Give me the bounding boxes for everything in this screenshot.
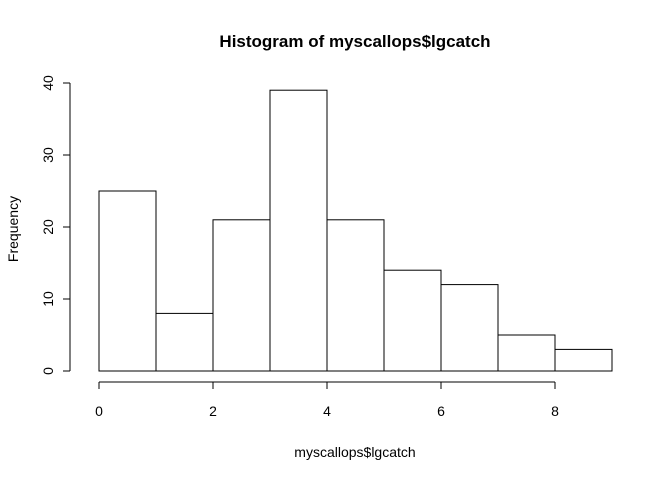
histogram-bar <box>155 312 214 372</box>
histogram-bar <box>440 284 499 372</box>
y-axis: 0 10 20 30 40 <box>40 75 71 375</box>
x-tick-label: 6 <box>437 403 445 419</box>
x-tick-label: 2 <box>209 403 217 419</box>
y-tick-label: 10 <box>40 291 56 307</box>
x-axis: 0 2 4 6 8 <box>95 381 559 419</box>
y-tick-label: 20 <box>40 219 56 235</box>
histogram-bar <box>269 89 328 372</box>
x-tick-label: 0 <box>95 403 103 419</box>
chart-title: Histogram of myscallops$lgcatch <box>219 32 490 51</box>
x-tick-label: 8 <box>551 403 559 419</box>
x-tick-label: 4 <box>323 403 331 419</box>
histogram-bar <box>326 219 385 372</box>
y-tick-label: 0 <box>40 367 56 375</box>
bars-group <box>98 89 613 372</box>
histogram-bar <box>383 269 442 372</box>
histogram-bar <box>212 219 271 372</box>
y-tick-label: 30 <box>40 147 56 163</box>
y-axis-label: Frequency <box>5 196 21 262</box>
x-axis-label: myscallops$lgcatch <box>294 444 415 460</box>
y-tick-label: 40 <box>40 75 56 91</box>
histogram-bar <box>554 348 613 372</box>
histogram-bar <box>497 334 556 372</box>
histogram-bar <box>98 190 157 372</box>
